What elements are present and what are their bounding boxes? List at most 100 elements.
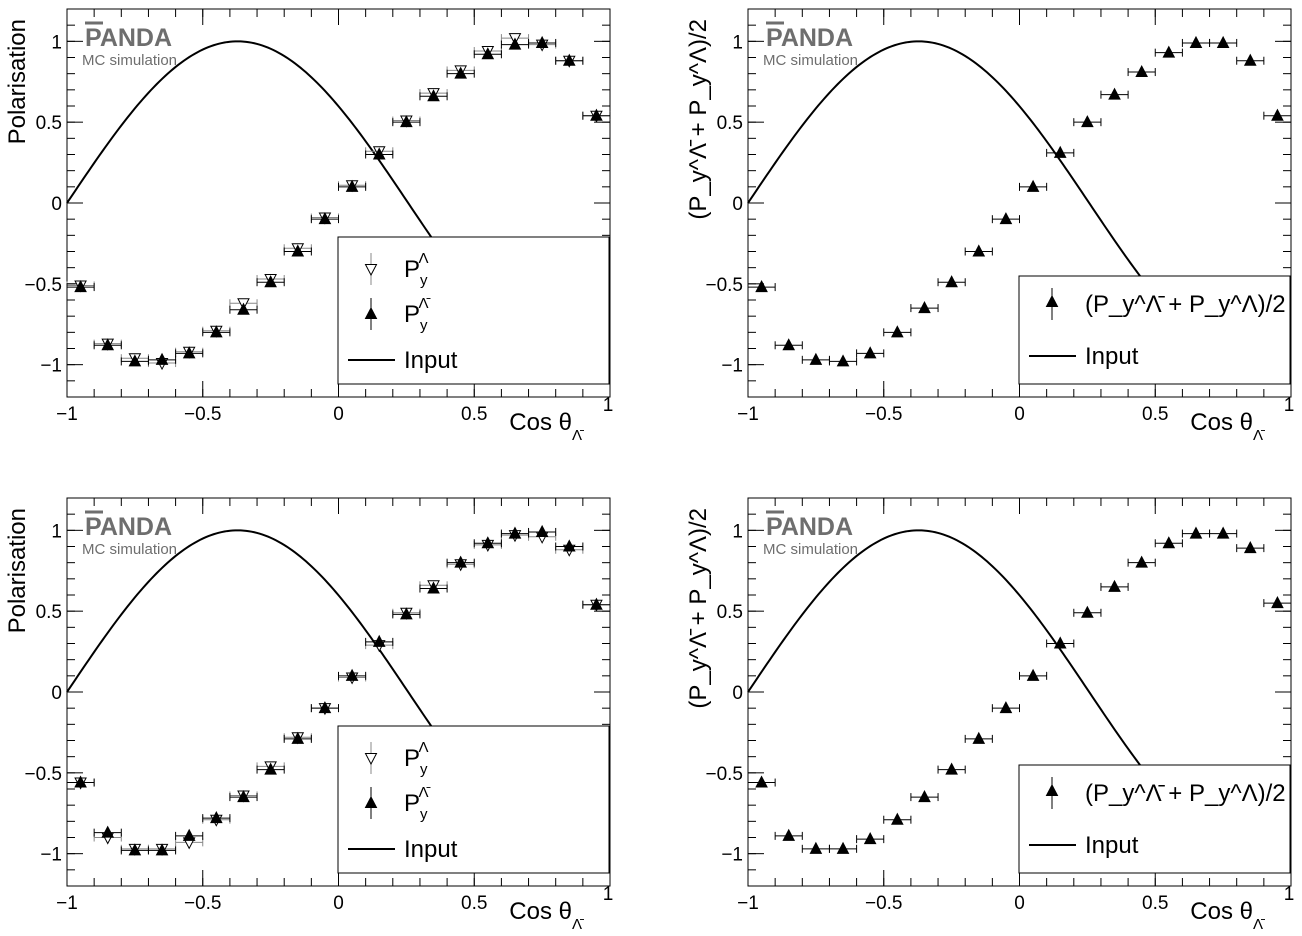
data-point (202, 811, 231, 824)
marker-triangle-up (945, 275, 958, 288)
legend-label-sub: y (420, 317, 428, 334)
x-tick-label: −0.5 (184, 893, 222, 914)
marker-triangle-up (1026, 668, 1040, 681)
y-axis-title: (P_y^Λ̄ + P_y^Λ)/2 (685, 508, 712, 709)
marker-triangle-up (101, 338, 115, 351)
y-tick-label: 1 (51, 32, 62, 53)
data-point (555, 539, 584, 552)
data-point (473, 536, 502, 549)
marker-triangle-up (1108, 579, 1121, 592)
data-point (856, 832, 885, 845)
marker-triangle-up (291, 244, 305, 257)
marker-triangle-up (890, 325, 904, 338)
data-point (856, 346, 885, 359)
legend-label-sup: Λ̄ (419, 784, 431, 801)
marker-triangle-up (1271, 596, 1284, 609)
marker-triangle-up (237, 790, 250, 803)
data-point (528, 35, 557, 48)
data-point (1181, 526, 1211, 539)
data-point (473, 47, 502, 60)
marker-triangle-up (128, 354, 142, 367)
legend-marker-triangle-up (1045, 783, 1059, 796)
y-tick-label: −1 (721, 845, 743, 866)
marker-triangle-up (1053, 636, 1067, 649)
marker-triangle-up (755, 775, 768, 788)
data-point (229, 302, 258, 315)
marker-triangle-up (562, 53, 576, 66)
chart-panel-bottom-right: −1 −0.5 0 0.5 1 −1 −0.5 0 0.5 1 Cos θΛ̄ (P_y^Λ̄ + P… (685, 497, 1294, 933)
data-point (1209, 526, 1238, 539)
legend-box (1018, 275, 1291, 385)
marker-triangle-up (508, 37, 522, 50)
y-tick-label: −0.5 (24, 764, 62, 785)
marker-triangle-up (890, 812, 904, 825)
x-tick-label: 0 (1014, 404, 1025, 425)
marker-triangle-up (1189, 35, 1203, 48)
marker-triangle-up (155, 843, 169, 856)
data-point (774, 828, 803, 841)
x-axis-title: Cos θΛ̄ (1190, 898, 1265, 933)
legend-box (1018, 764, 1291, 874)
marker-triangle-up (372, 634, 386, 647)
data-point (1019, 668, 1048, 681)
data-point (93, 825, 122, 838)
data-point (1236, 53, 1265, 66)
x-tick-label: 1 (603, 395, 614, 416)
data-point (446, 66, 475, 79)
data-point (1263, 108, 1292, 121)
data-point (1127, 555, 1156, 568)
panda-subtitle: MC simulation (82, 52, 177, 69)
data-point (310, 701, 339, 714)
y-tick-label: −0.5 (705, 764, 743, 785)
marker-triangle-up (237, 302, 250, 315)
data-point (66, 279, 95, 293)
legend-marker-triangle-up (364, 795, 378, 808)
x-tick-label: −0.5 (865, 404, 903, 425)
y-tick-label: −0.5 (705, 275, 743, 296)
y-tick-label: 0.5 (36, 602, 62, 623)
marker-triangle-up (1162, 45, 1176, 58)
legend-box (337, 236, 610, 385)
x-tick-label: −1 (737, 404, 759, 425)
marker-triangle-up (74, 775, 87, 788)
data-point (964, 731, 993, 744)
panda-logo-text: PANDA (85, 24, 172, 52)
data-point (338, 179, 367, 192)
marker-triangle-up (481, 47, 495, 60)
legend-label-sub: y (420, 806, 428, 823)
data-point (991, 701, 1020, 714)
data-point (500, 526, 530, 539)
x-axis-title-sub: Λ̄ (1253, 427, 1265, 444)
marker-triangle-up (209, 325, 223, 338)
data-point (500, 37, 530, 50)
marker-triangle-up (74, 279, 87, 293)
y-axis-title: Polarisation (4, 19, 31, 144)
marker-triangle-up (454, 555, 468, 568)
marker-triangle-up (809, 841, 823, 854)
marker-triangle-up (400, 607, 413, 620)
marker-triangle-up (1135, 64, 1149, 78)
marker-triangle-up (999, 701, 1013, 714)
y-tick-label: −1 (40, 356, 62, 377)
legend: (P_y^Λ̄ + P_y^Λ)/2 Input (1018, 275, 1291, 385)
series-0 (747, 526, 1292, 854)
data-point (991, 212, 1020, 225)
y-tick-label: 0 (732, 194, 743, 215)
marker-triangle-up (1053, 145, 1067, 158)
data-point (1100, 87, 1129, 100)
legend-label: PyΛ (404, 739, 429, 778)
data-point (1073, 605, 1102, 618)
y-tick-label: 0 (732, 683, 743, 704)
data-point (392, 115, 421, 128)
marker-triangle-up (291, 731, 305, 744)
legend-entry: (P_y^Λ̄ + P_y^Λ)/2 (1045, 777, 1286, 809)
data-point (202, 325, 231, 338)
marker-triangle-up (972, 244, 986, 257)
marker-triangle-up (101, 825, 115, 838)
